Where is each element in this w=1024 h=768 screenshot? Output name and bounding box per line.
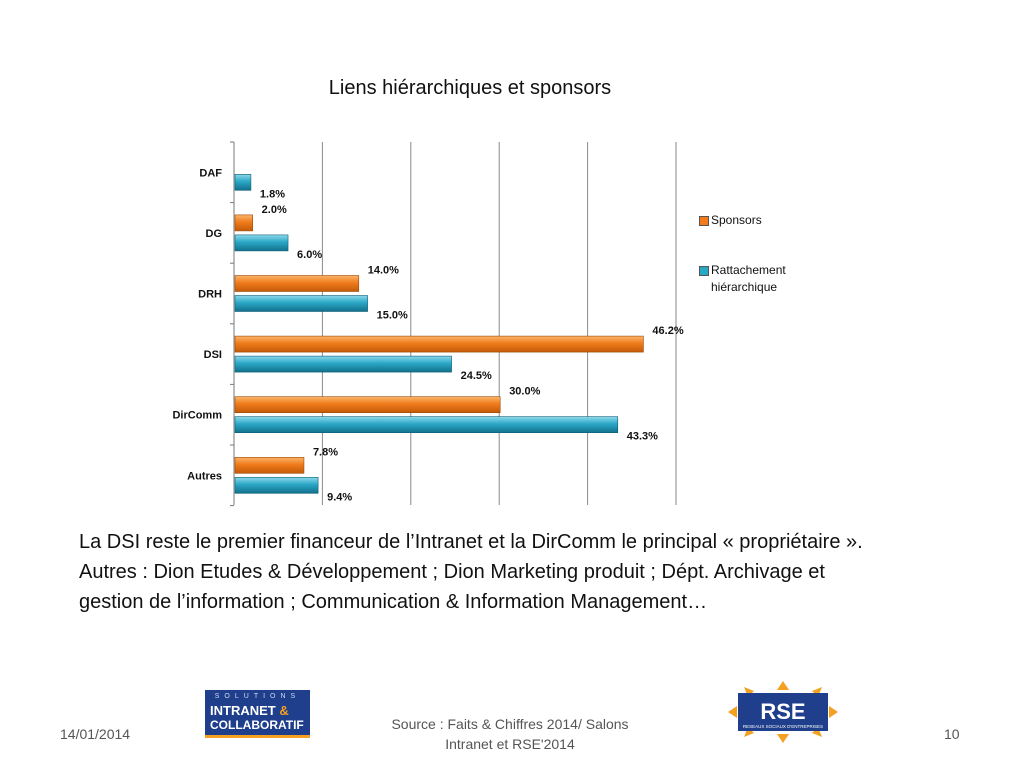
bar-sponsors [234, 456, 305, 474]
bar-sponsors [234, 396, 501, 414]
bar-sponsors [234, 214, 253, 232]
logo-solutions-text: SOLUTIONS [214, 693, 301, 700]
logo-rse-subtext: RESEAUX SOCIAUX D'ENTREPRISES [743, 724, 823, 729]
legend-label-sponsors: Sponsors [711, 213, 762, 227]
page-number: 10 [944, 726, 960, 742]
category-label: Autres [187, 470, 222, 482]
category-labels: DAF DG DRH DSI DirComm Autres [172, 167, 222, 482]
footer-source: Source : Faits & Chiffres 2014/ Salons I… [391, 716, 629, 752]
data-labels: 1.8% 2.0% 6.0% 14.0% 15.0% 46.2% 24.5% 30.0% 43.… [260, 188, 684, 503]
footer-date: 14/01/2014 [60, 726, 131, 742]
body-line-1: La DSI reste le premier financeur de l’I… [79, 531, 863, 553]
bar-sponsors [234, 275, 360, 292]
data-label: 2.0% [262, 204, 287, 216]
bar-rattachement [234, 476, 319, 494]
data-label: 7.8% [313, 446, 338, 458]
category-label: DirComm [172, 410, 222, 422]
data-label: 43.3% [627, 431, 658, 443]
data-label: 46.2% [652, 325, 683, 337]
chart-title: Liens hiérarchiques et sponsors [328, 77, 612, 99]
category-label: DRH [198, 289, 222, 301]
bars [234, 174, 644, 494]
bar-sponsors [234, 335, 644, 353]
data-label: 14.0% [368, 265, 399, 277]
category-label: DSI [204, 349, 222, 361]
bar-chart: 1.8% 2.0% 6.0% 14.0% 15.0% 46.2% 24.5% 30.0% 43.… [172, 141, 684, 507]
logo-ampersand: & [279, 703, 289, 718]
bar-rattachement [234, 234, 289, 252]
gridlines [230, 141, 677, 507]
data-label: 9.4% [327, 491, 352, 503]
legend-swatch-sponsors [699, 216, 709, 226]
bar-rattachement [234, 416, 619, 434]
body-text: La DSI reste le premier financeur de l’I… [79, 527, 879, 617]
logo-intranet-text: INTRANET [210, 703, 280, 718]
data-label: 24.5% [461, 370, 492, 382]
intranet-collaboratif-logo: SOLUTIONS INTRANET & COLLABORATIF [205, 690, 310, 738]
data-label: 30.0% [509, 386, 540, 398]
category-label: DG [206, 228, 223, 240]
legend-swatch-rattachement [699, 266, 709, 276]
data-label: 1.8% [260, 188, 285, 200]
category-label: DAF [199, 167, 222, 179]
rse-logo: RSE RESEAUX SOCIAUX D'ENTREPRISES [728, 681, 838, 743]
bar-rattachement [234, 355, 452, 373]
body-line-2: Autres : Dion Etudes & Développement ; D… [79, 561, 825, 613]
data-label: 15.0% [377, 310, 408, 322]
bar-rattachement [234, 295, 368, 312]
legend-label-rattachement: Rattachement hiérarchique [711, 263, 786, 294]
bar-rattachement [234, 174, 252, 191]
logo-collaboratif-text: COLLABORATIF [210, 718, 304, 732]
logo-rse-text: RSE [760, 699, 805, 724]
data-label: 6.0% [297, 249, 322, 261]
